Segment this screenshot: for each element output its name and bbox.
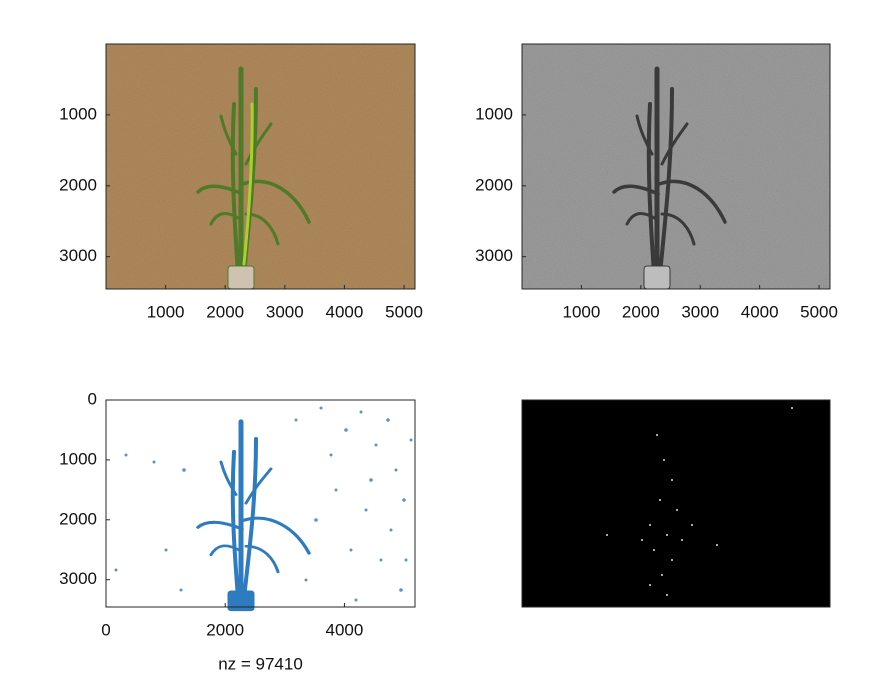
y-tick-label: 0 — [88, 389, 97, 408]
x-tick-label: 3000 — [266, 302, 304, 321]
x-tick-label: 1000 — [147, 302, 185, 321]
x-tick-label: 3000 — [681, 302, 719, 321]
x-tick-label: 5000 — [385, 302, 423, 321]
y-tick-label: 1000 — [475, 104, 513, 123]
spy-panel — [106, 400, 415, 611]
x-axis-label: nz = 97410 — [218, 654, 303, 673]
x-tick-label: 4000 — [326, 620, 364, 639]
y-tick-label: 3000 — [59, 569, 97, 588]
y-tick-label: 3000 — [475, 246, 513, 265]
page: 1000 2000 3000 1000 2000 3000 4000 5000 1000 2000… — [0, 0, 883, 689]
x-tick-label: 1000 — [562, 302, 600, 321]
mask-panel — [522, 400, 830, 607]
y-tick-label: 2000 — [475, 175, 513, 194]
y-tick-label: 2000 — [59, 175, 97, 194]
grayscale-panel — [522, 44, 830, 289]
x-tick-label: 5000 — [800, 302, 838, 321]
photo-panel — [106, 44, 415, 289]
x-tick-label: 2000 — [206, 620, 244, 639]
x-tick-label: 2000 — [622, 302, 660, 321]
x-tick-label: 4000 — [326, 302, 364, 321]
y-tick-label: 1000 — [59, 449, 97, 468]
x-tick-label: 4000 — [741, 302, 779, 321]
x-tick-label: 0 — [101, 620, 110, 639]
y-tick-label: 2000 — [59, 509, 97, 528]
y-tick-label: 1000 — [59, 104, 97, 123]
figure: 1000 2000 3000 1000 2000 3000 4000 5000 1000 2000… — [0, 0, 883, 689]
y-tick-label: 3000 — [59, 246, 97, 265]
x-tick-label: 2000 — [206, 302, 244, 321]
